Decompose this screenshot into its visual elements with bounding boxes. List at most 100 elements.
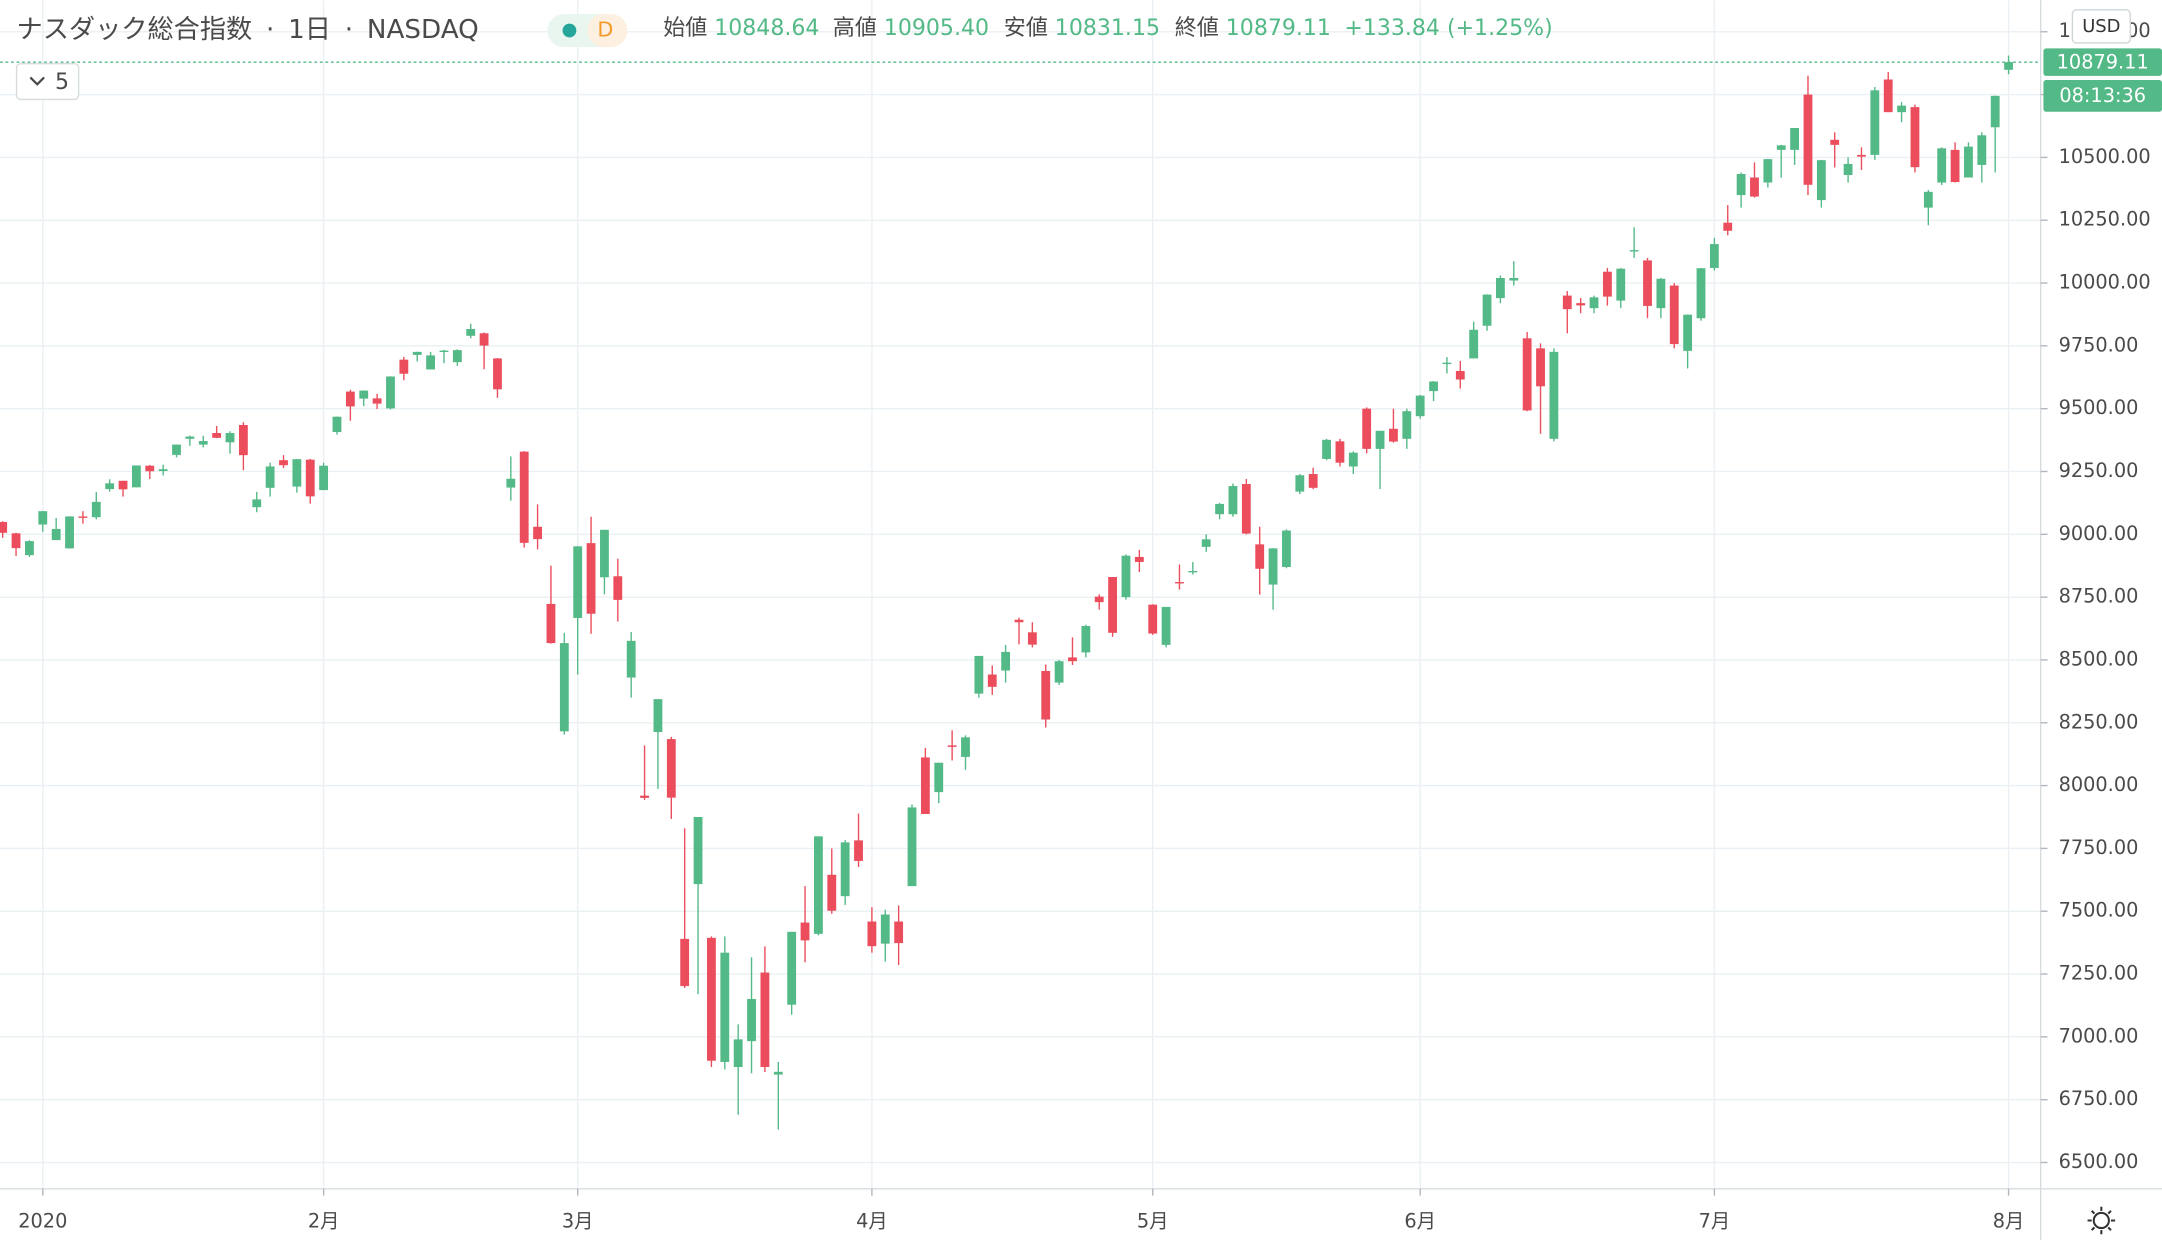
candle-body (65, 516, 74, 549)
candle-body (613, 576, 623, 600)
candle-body (1228, 486, 1238, 515)
y-tick-label: 8500.00 (2059, 647, 2139, 670)
y-tick-label: 7000.00 (2059, 1024, 2139, 1047)
candle-body (653, 699, 663, 733)
candle-body (1602, 271, 1612, 297)
candle-body (760, 972, 770, 1068)
last-price: 10879.11 (2057, 50, 2149, 73)
candle-body (1335, 441, 1345, 463)
candle-body (1870, 90, 1880, 155)
candle-body (1576, 303, 1586, 306)
candle-body (1750, 177, 1759, 197)
candle-body (292, 459, 302, 487)
currency-button[interactable] (2071, 9, 2131, 44)
candle-body (78, 516, 88, 518)
candle-body (1295, 475, 1305, 492)
candle-body (105, 483, 115, 490)
candle-body (1389, 428, 1398, 442)
candle-body (693, 816, 703, 885)
candle-body (238, 425, 248, 456)
y-tick-label: 10000.00 (2059, 271, 2151, 294)
interval[interactable]: 1日 (288, 15, 331, 45)
candle-body (733, 1039, 743, 1068)
candle-body (666, 739, 676, 798)
candle-body (626, 640, 636, 678)
x-tick-label: 6月 (1404, 1209, 1436, 1232)
candle-body (145, 465, 155, 472)
candle-body (158, 469, 168, 471)
y-tick-label: 8750.00 (2059, 585, 2139, 608)
candle-body (867, 921, 877, 947)
candle-body (546, 603, 556, 644)
y-tick-label: 9000.00 (2059, 522, 2139, 545)
price-tags: 10879.11 08:13:36 (2043, 48, 2162, 112)
candle-body (1669, 285, 1679, 345)
candle-body (399, 359, 409, 374)
candle-body (0, 521, 8, 533)
y-tick-label: 7750.00 (2059, 836, 2139, 859)
candle-body (800, 922, 810, 941)
ohlc-label: 安値 (1004, 16, 1048, 41)
candle-body (1723, 222, 1733, 231)
candle-body (1188, 570, 1198, 573)
candle-body (1429, 381, 1438, 392)
countdown: 08:13:36 (2059, 84, 2146, 107)
candle-body (1068, 657, 1077, 662)
candle-body (680, 938, 690, 987)
candle-body (773, 1071, 783, 1075)
y-tick-label: 10500.00 (2059, 145, 2151, 168)
ohlc-value: 10831.15 (1055, 16, 1160, 41)
candle-body (1402, 411, 1412, 439)
candle-body (1094, 596, 1104, 603)
candle-body (11, 533, 21, 549)
candle-body (1148, 604, 1158, 634)
countdown-tag (2043, 80, 2162, 112)
x-tick-label: 4月 (856, 1209, 888, 1232)
candle-body (1562, 295, 1572, 310)
candle-body (840, 842, 850, 897)
y-tick-label: 6500.00 (2059, 1150, 2139, 1173)
candle-body (707, 937, 716, 1061)
candle-body (91, 501, 101, 518)
settings-icon[interactable] (2087, 1206, 2116, 1235)
candle-body (452, 350, 462, 363)
candle-body (1469, 329, 1479, 359)
candle-body (1215, 503, 1224, 515)
candle-body (1241, 484, 1251, 534)
candle-body (573, 546, 583, 618)
candle-body (854, 840, 863, 861)
candle-body (1763, 159, 1773, 183)
candle-body (1736, 173, 1746, 196)
candle-body (1054, 661, 1064, 683)
candle-body (533, 526, 542, 540)
gear-center (2092, 1211, 2110, 1230)
y-tick-label: 9250.00 (2059, 459, 2139, 482)
candle-body (974, 655, 984, 694)
candle-body (479, 333, 489, 346)
candle-body (279, 460, 288, 466)
candle-body (880, 914, 890, 944)
candle-body (1175, 582, 1184, 584)
candle-body (586, 543, 596, 614)
candle-body (265, 466, 275, 488)
candle-body (305, 459, 315, 497)
candle-body (1442, 362, 1452, 365)
candle-body (600, 529, 609, 578)
candle-body (1415, 395, 1425, 417)
candle-body (894, 921, 904, 944)
candle-body (1268, 548, 1278, 585)
candle-body (345, 391, 355, 407)
candle-body (332, 416, 342, 433)
candle-body (1643, 260, 1652, 306)
header: ナスダック総合指数 · 1日 · NASDAQ D 5 始値 10848.64 高値… (15, 14, 1553, 101)
indicator-toggle[interactable] (15, 62, 80, 101)
candle-body (1455, 370, 1465, 380)
x-tick-label: 2月 (308, 1209, 340, 1232)
y-tick-label: 6750.00 (2059, 1087, 2139, 1110)
candle-body (1683, 314, 1693, 351)
candle-body (1589, 297, 1599, 309)
exchange: NASDAQ (367, 15, 479, 45)
candle-body (1014, 619, 1024, 623)
